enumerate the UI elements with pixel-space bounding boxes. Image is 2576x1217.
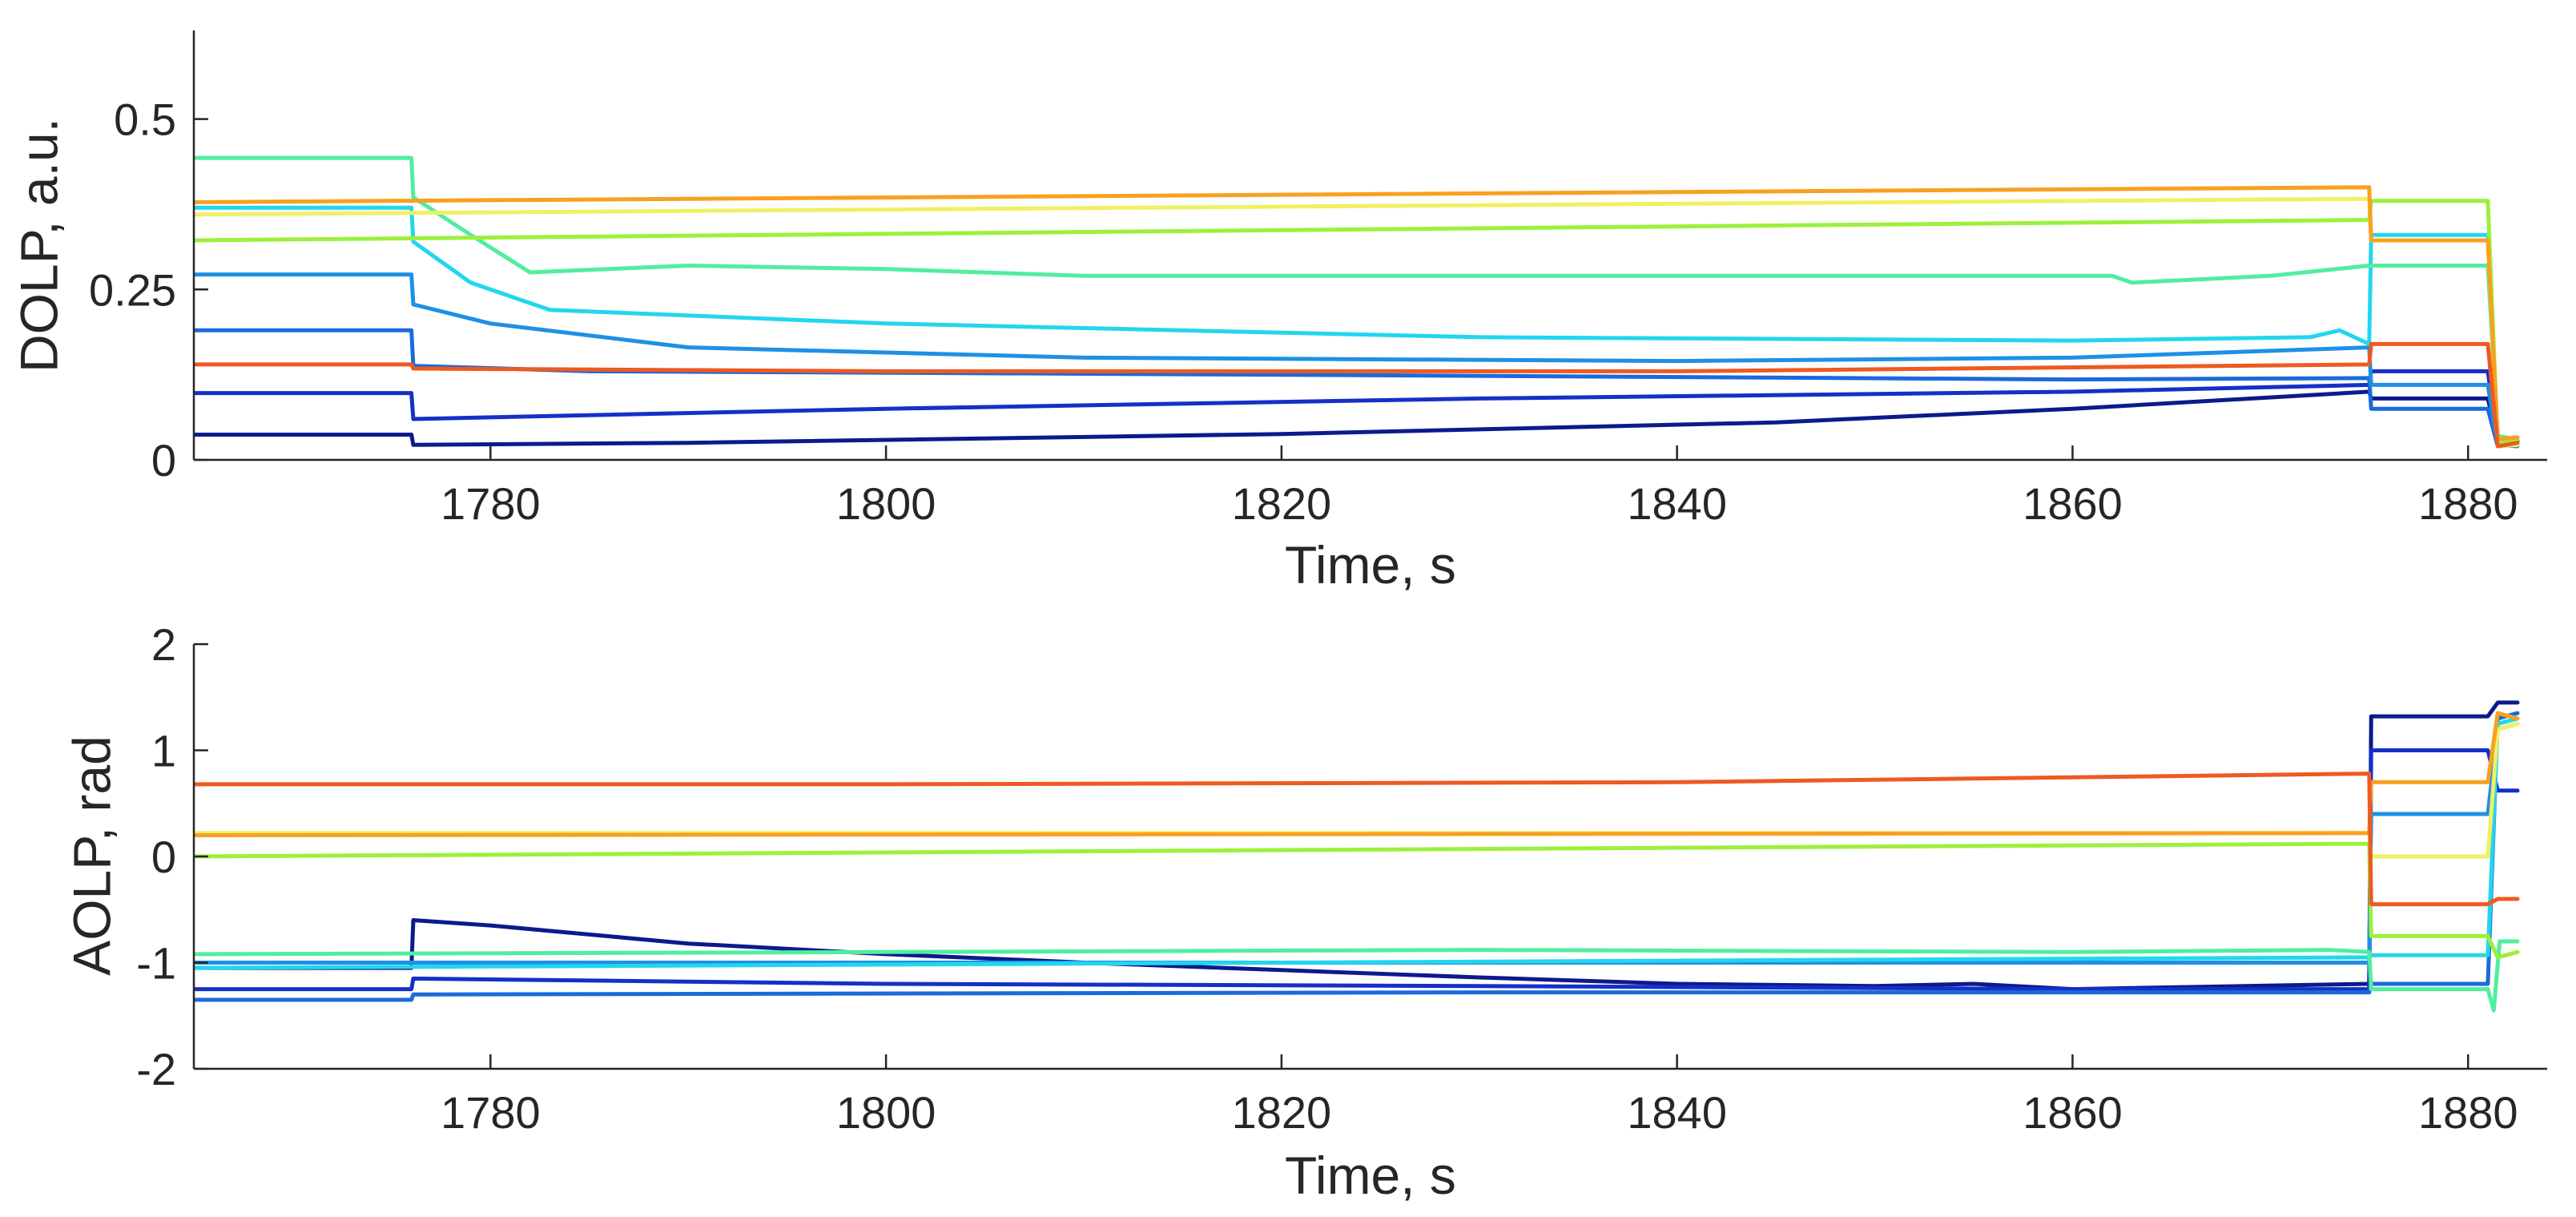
aolp-series-line-6 <box>194 939 2520 1013</box>
aolp-series-line-7 <box>194 841 2520 960</box>
dolp-x-tick-label: 1880 <box>2418 478 2518 529</box>
aolp-x-tick-label: 1780 <box>441 1087 541 1138</box>
aolp-x-tick-label: 1820 <box>1232 1087 1332 1138</box>
aolp-y-axis-title: AOLP, rad <box>62 735 121 976</box>
aolp-x-tick-label: 1880 <box>2418 1087 2518 1138</box>
aolp-series-line-5 <box>194 716 2520 970</box>
aolp-y-tick-label: -1 <box>136 938 176 989</box>
aolp-y-tick-label: 2 <box>151 619 176 670</box>
dolp-panel: 1780 1800 1820 1840 1860 1880 0 0.25 0.5 Time, s D… <box>9 30 2547 594</box>
dolp-series-line-5 <box>194 205 2520 445</box>
aolp-y-tick-label: 1 <box>151 726 176 776</box>
dolp-series-line-7 <box>194 199 2520 445</box>
dolp-x-tick-label: 1800 <box>836 478 936 529</box>
aolp-y-tick-label: -2 <box>136 1044 176 1094</box>
dolp-series-line-6 <box>194 155 2520 441</box>
dolp-series-line-3 <box>194 328 2520 449</box>
dolp-series-line-10 <box>194 341 2520 449</box>
aolp-x-tick-label: 1800 <box>836 1087 936 1138</box>
aolp-x-axis-title: Time, s <box>1285 1146 1456 1205</box>
dolp-y-tick-label: 0 <box>151 435 176 486</box>
dolp-x-tick-label: 1840 <box>1627 478 1727 529</box>
aolp-y-tick-label: 0 <box>151 832 176 882</box>
dolp-series-line-4 <box>194 272 2520 449</box>
dolp-series-line-9 <box>194 185 2520 441</box>
dolp-x-axis-title: Time, s <box>1285 535 1456 594</box>
dolp-x-tick-label: 1780 <box>441 478 541 529</box>
dolp-y-axis-title: DOLP, a.u. <box>9 118 68 373</box>
dolp-series-group <box>194 155 2520 449</box>
aolp-x-tick-label: 1860 <box>2023 1087 2123 1138</box>
dolp-x-tick-label: 1860 <box>2023 478 2123 529</box>
aolp-series-line-10 <box>194 772 2520 907</box>
aolp-panel: 1780 1800 1820 1840 1860 1880 -2 -1 0 1 2 Time, s AO… <box>62 619 2547 1205</box>
dolp-y-tick-label: 0.25 <box>89 264 176 315</box>
aolp-series-line-1 <box>194 700 2520 992</box>
dolp-y-tick-label: 0.5 <box>114 95 176 145</box>
aolp-x-tick-label: 1840 <box>1627 1087 1727 1138</box>
dolp-x-tick-label: 1820 <box>1232 478 1332 529</box>
aolp-series-group <box>194 700 2520 1013</box>
aolp-series-line-9 <box>194 711 2520 837</box>
